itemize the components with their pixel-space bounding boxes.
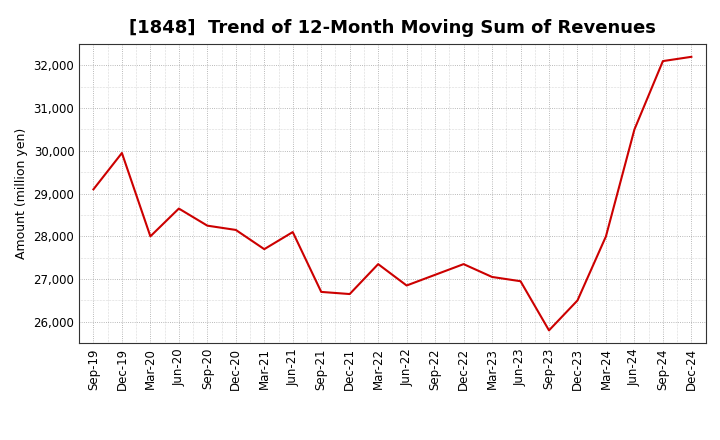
- Y-axis label: Amount (million yen): Amount (million yen): [15, 128, 28, 259]
- Title: [1848]  Trend of 12-Month Moving Sum of Revenues: [1848] Trend of 12-Month Moving Sum of R…: [129, 19, 656, 37]
